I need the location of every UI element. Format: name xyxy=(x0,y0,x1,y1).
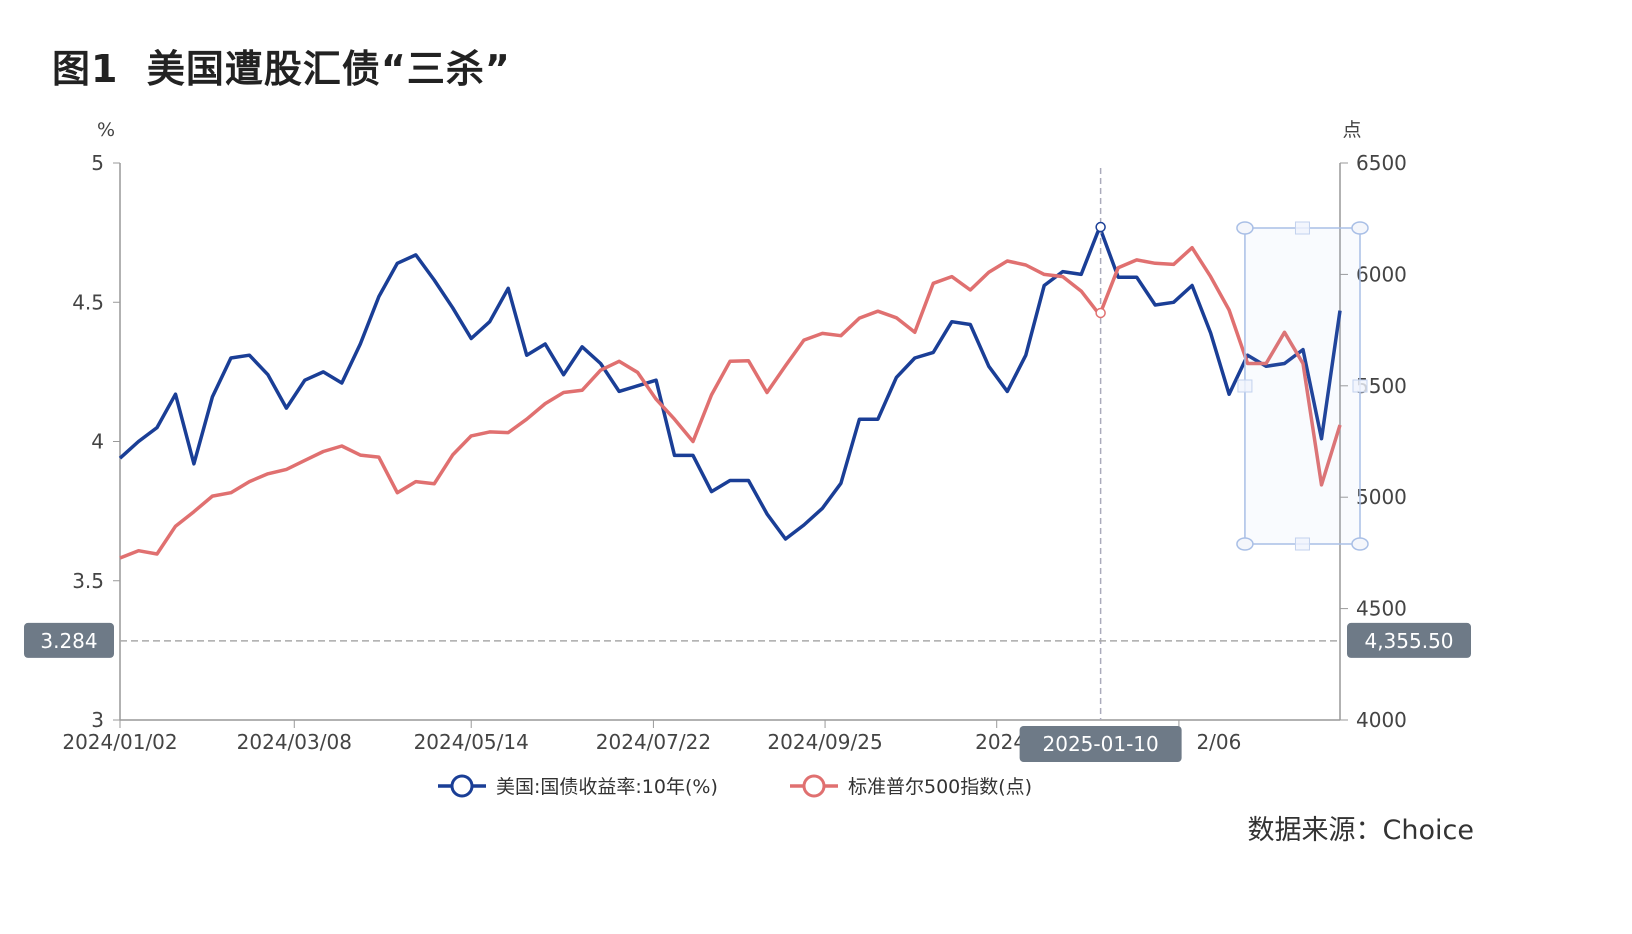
y-left-tick-label: 4 xyxy=(91,430,104,454)
series-line-2 xyxy=(119,245,1342,560)
brush-corner-handle xyxy=(1351,537,1369,551)
y-left-tick-label: 4.5 xyxy=(72,290,104,314)
x-tick-label: 2024/01/02 xyxy=(62,730,177,754)
brush-edge-handle xyxy=(1352,379,1368,393)
y-right-tick-label: 4000 xyxy=(1356,708,1407,732)
hover-point-sp500 xyxy=(1095,307,1106,319)
brush-corner-handle xyxy=(1351,221,1369,235)
x-tick-label: 2024/07/22 xyxy=(596,730,711,754)
legend-marker-2 xyxy=(802,774,826,798)
axis-pointer-right-label: 4,355.50 xyxy=(1364,629,1453,653)
y-left-tick-label: 3 xyxy=(91,708,104,732)
x-tick-label: 2024/03/08 xyxy=(237,730,352,754)
axis-pointer-right-badge xyxy=(1347,622,1471,658)
y-right-tick-label: 6000 xyxy=(1356,262,1407,286)
y-right-tick-label: 5000 xyxy=(1356,485,1407,509)
source-note: 数据来源：Choice xyxy=(1247,815,1474,846)
y-right-unit: 点 xyxy=(1342,119,1361,141)
x-tick-label: 2024/05/14 xyxy=(414,730,529,754)
brush-edge-handle xyxy=(1294,537,1310,551)
brush-corner-handle xyxy=(1236,537,1254,551)
axis-pointer-left-label: 3.284 xyxy=(40,629,97,653)
series-line-1 xyxy=(118,225,1342,541)
figure-title: 图1 美国遭股汇债“三杀” xyxy=(52,47,511,91)
x-tick-label: 2024/09/25 xyxy=(767,730,882,754)
y-right-tick-label: 6500 xyxy=(1356,151,1407,175)
legend-label-1: 美国:国债收益率:10年(%) xyxy=(496,776,718,798)
axis-pointer-date-label: 2025-01-10 xyxy=(1043,732,1159,756)
y-left-tick-label: 5 xyxy=(91,151,104,175)
y-right-tick-label: 4500 xyxy=(1356,597,1407,621)
legend-label-2: 标准普尔500指数(点) xyxy=(848,776,1032,798)
y-left-unit: % xyxy=(97,119,115,141)
brush-edge-handle xyxy=(1294,221,1310,235)
hover-point-yield xyxy=(1095,221,1106,233)
brush-edge-handle xyxy=(1237,379,1253,393)
legend-marker-1 xyxy=(450,774,474,798)
brush-corner-handle xyxy=(1236,221,1254,235)
x-tick-label: 2/06 xyxy=(1196,730,1241,754)
y-left-tick-label: 3.5 xyxy=(72,569,104,593)
axis-pointer-left-badge xyxy=(24,622,114,658)
axis-pointer-date-badge xyxy=(1019,726,1182,762)
brush-selection-box xyxy=(1244,227,1361,545)
